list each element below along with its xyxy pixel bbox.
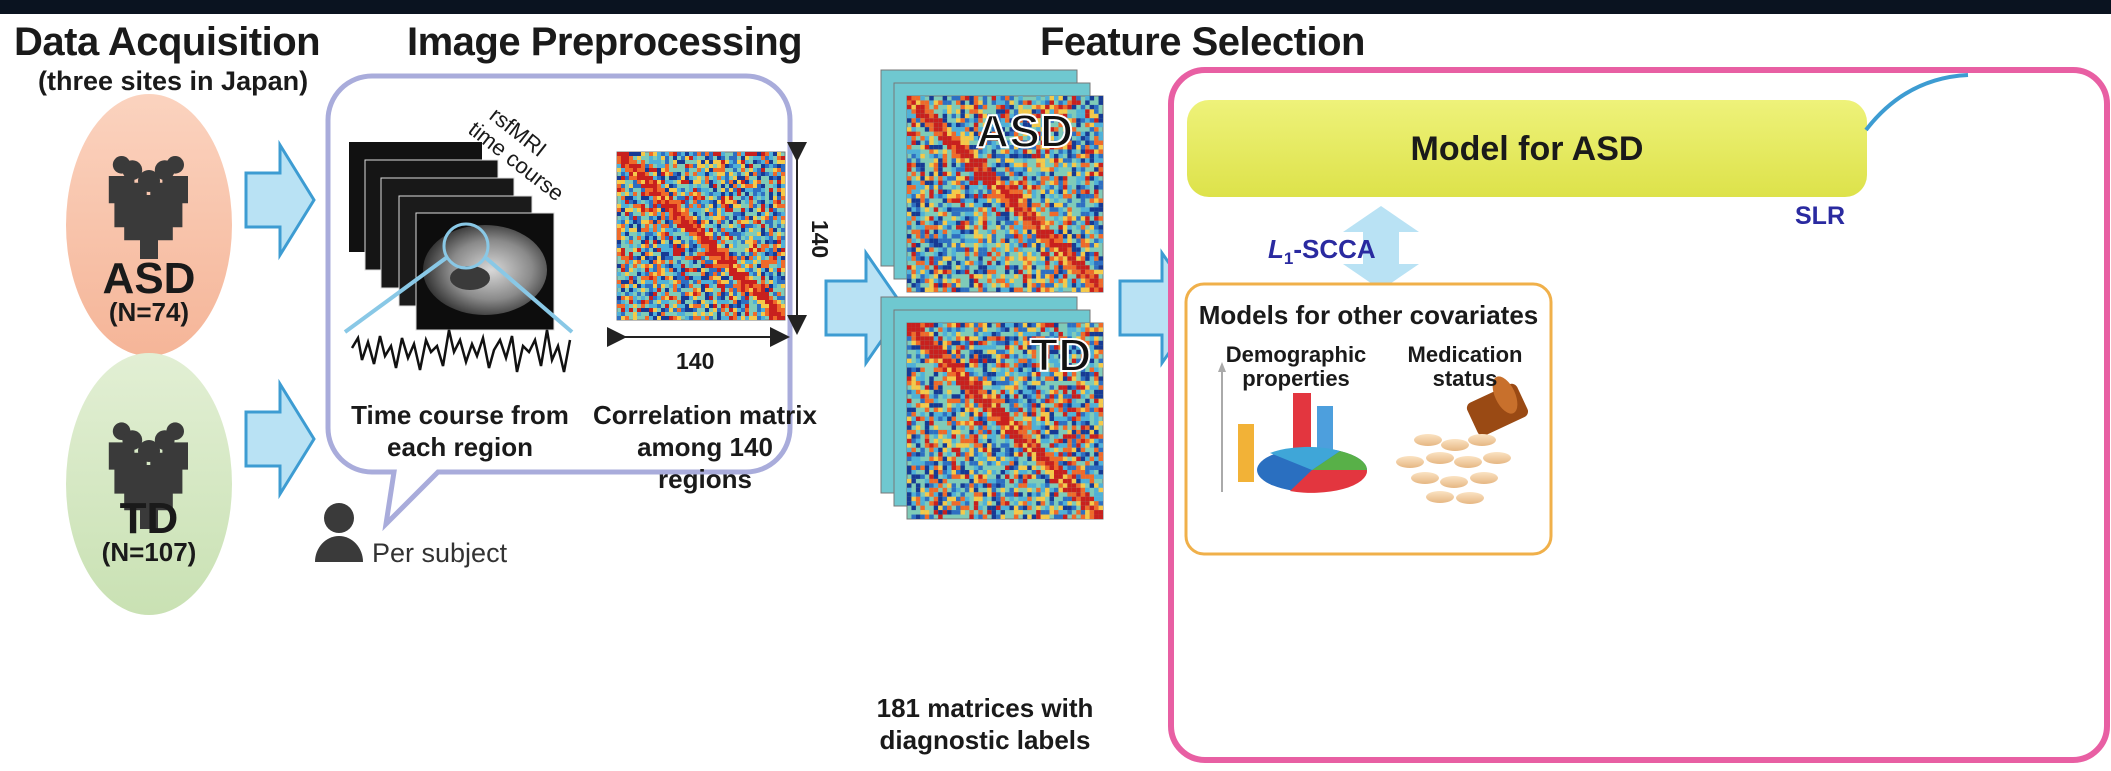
matrix-dim-vertical: 140 [807, 220, 833, 258]
timecourse-signal [350, 329, 572, 373]
td-group-count: (N=107) [101, 537, 197, 567]
slr-label: SLR [1795, 202, 1845, 230]
other-covariates-label: Models for other covariates [1198, 300, 1539, 330]
demographic-label-2: properties [1242, 366, 1350, 391]
heading-preprocessing: Image Preprocessing [407, 20, 803, 64]
correlation-matrix [616, 151, 786, 321]
matrix-dim-horizontal: 140 [676, 348, 715, 374]
asd-to-preprocessing-arrow [244, 139, 316, 261]
scca-rest: -SCCA [1293, 234, 1376, 264]
medication-pills-icon [1396, 376, 1529, 504]
mri-slice-stack [343, 142, 574, 334]
matrix-caption-2: among 140 regions [637, 432, 773, 494]
roi-circle [442, 222, 490, 270]
model-asd-label: Model for ASD [1410, 130, 1644, 168]
medication-label-2: status [1432, 366, 1498, 391]
model-asd-box [1187, 100, 1867, 197]
medication-label-1: Medication [1407, 342, 1523, 367]
per-subject-label: Per subject [372, 538, 508, 568]
heading-acquisition: Data Acquisition [14, 20, 321, 64]
model-outer-box [1168, 67, 2110, 763]
matrix-caption-1: Correlation matrix [593, 400, 817, 430]
timecourse-caption-2: each region [387, 432, 533, 462]
td-group-label: TD [119, 494, 179, 543]
asd-stack-label: ASD [975, 104, 1074, 158]
selection-caption-1: 181 matrices with [876, 693, 1094, 723]
scca-double-arrow [1343, 206, 1419, 290]
demographic-label-1: Demographic [1225, 342, 1367, 367]
demographic-chart-icon [1218, 362, 1368, 493]
td-to-preprocessing-arrow [244, 378, 316, 500]
slr-curve [1864, 73, 1969, 132]
scca-label: L1-SCCA [1268, 234, 1376, 269]
scca-subscript: 1 [1283, 249, 1294, 269]
selection-caption-2: diagnostic labels [879, 725, 1091, 755]
td-matrix-stack [880, 296, 1104, 520]
per-subject-person-icon [315, 503, 363, 562]
timecourse-caption-1: Time course from [351, 400, 569, 430]
asd-group-count: (N=74) [108, 297, 190, 327]
scca-l: L [1268, 234, 1284, 264]
asd-matrix-stack [880, 69, 1104, 293]
heading-selection: Feature Selection [1040, 20, 1365, 64]
asd-group-label: ASD [102, 254, 196, 303]
heading-acquisition-sub: (three sites in Japan) [38, 66, 309, 96]
td-stack-label: TD [1029, 328, 1092, 382]
